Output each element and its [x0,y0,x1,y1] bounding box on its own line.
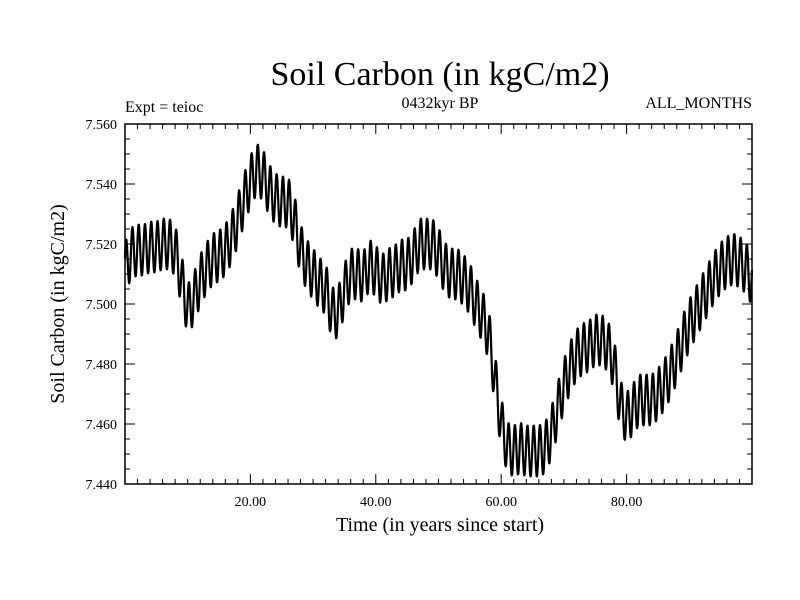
y-tick-label: 7.480 [86,358,118,373]
tick-labels: 7.440 7.460 7.480 7.500 7.520 7.540 7.560 20.00… [86,118,643,510]
months-label: ALL_MONTHS [645,95,752,112]
y-tick-label: 7.540 [86,178,118,193]
x-tick-label: 40.00 [360,495,392,510]
y-tick-label: 7.440 [86,478,118,493]
y-tick-label: 7.460 [86,418,118,433]
x-axis-title: Time (in years since start) [336,514,544,536]
axis-ticks [125,123,752,485]
plot-frame [124,123,753,485]
series-line-soil-carbon [123,143,754,478]
x-tick-label: 60.00 [485,495,517,510]
experiment-label: Expt = teioc [125,99,203,116]
x-tick-label: 20.00 [235,495,267,510]
y-tick-label: 7.500 [86,298,118,313]
x-tick-label: 80.00 [611,495,643,510]
chart-title: Soil Carbon (in kgC/m2) [270,56,609,93]
y-tick-label: 7.560 [86,118,118,133]
period-label: 0432kyr BP [402,95,479,112]
y-axis-title: Soil Carbon (in kgC/m2) [47,204,69,403]
y-tick-label: 7.520 [86,238,118,253]
